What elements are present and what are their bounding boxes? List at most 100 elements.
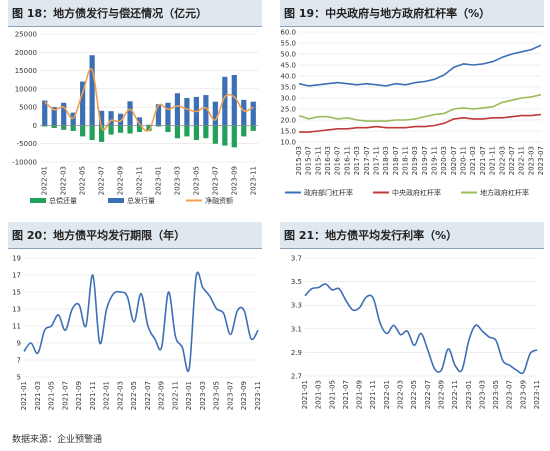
issuance-bar	[61, 102, 67, 126]
chart20-ytick-label: 11	[12, 323, 21, 331]
chart19-xtick-label: 2018-07	[392, 146, 400, 175]
issuance-bar	[184, 98, 190, 126]
source-note: 数据来源：企业预警通	[12, 435, 103, 445]
issuance-bar	[136, 117, 143, 126]
repayment-bar	[61, 125, 67, 130]
chart18-xtick-label: 2023-07	[211, 166, 219, 195]
repayment-bar	[42, 125, 48, 127]
chart19-legend-label: 地方政府杠杆率	[480, 188, 529, 197]
repayment-bar	[184, 125, 190, 137]
chart18-legend-label: 总发行量	[127, 196, 155, 205]
chart21-xtick-label: 2022-09	[437, 380, 445, 409]
chart21-xtick-label: 2023-03	[478, 380, 486, 409]
chart20-ytick-label: 5	[17, 374, 21, 382]
chart18-xtick-label: 2023-03	[173, 166, 181, 195]
issuance-bar	[174, 93, 181, 126]
chart18-xtick-label: 2022-07	[98, 166, 106, 195]
chart20-tenor-line	[23, 271, 259, 372]
chart20-xtick-label: 2021-03	[34, 381, 42, 410]
chart18-ytick-label: 20000	[15, 49, 37, 57]
chart19-xtick-label: 2015-07	[305, 146, 313, 175]
issuance-bar	[222, 76, 228, 126]
issuance-bar	[241, 99, 247, 126]
repayment-bar	[70, 125, 76, 131]
chart19-ytick-label: 20.0	[280, 117, 296, 125]
chart20-ytick-label: 7	[17, 357, 21, 365]
net-financing-line	[44, 67, 254, 132]
repayment-bar	[51, 125, 57, 128]
chart19-xtick-label: 2019-11	[431, 146, 439, 175]
chart21-title: 图 21：地方债平均发行利率（%）	[284, 229, 458, 242]
chart18-plot: 25000 20000 15000 10000 5000 0 -5000 -10000 2022…	[12, 31, 258, 205]
issuance-bar	[250, 101, 256, 126]
chart21-xtick-label: 2021-11	[369, 380, 377, 409]
repayment-bar	[80, 125, 86, 137]
chart21-rate-line	[304, 283, 538, 375]
chart18-xtick-label: 2022-11	[136, 166, 144, 195]
repayment-bar	[241, 125, 247, 137]
chart20-xtick-label: 2022-09	[158, 381, 166, 410]
issuance-bar	[203, 95, 209, 126]
chart20-ytick-label: 17	[12, 272, 21, 280]
chart21-xtick-label: 2023-01	[465, 380, 473, 409]
chart18-xtick-label: 2023-11	[249, 166, 257, 195]
chart20-ytick-label: 9	[17, 340, 21, 348]
chart18-xtick-label: 2022-03	[60, 166, 68, 195]
chart19-legend-label: 中央政府杠杆率	[392, 188, 441, 197]
chart18-ytick-label: 5000	[19, 104, 37, 112]
chart21-xtick-label: 2023-07	[506, 380, 514, 409]
chart18-ytick-label: -5000	[17, 140, 37, 148]
chart18-legend-swatch	[108, 198, 124, 203]
chart18-legend-swatch	[30, 198, 46, 203]
chart21-ytick-label: 3.5	[291, 278, 302, 286]
chart19-xtick-label: 2016-11	[343, 146, 351, 175]
chart19-xtick-label: 2021-11	[489, 146, 497, 175]
repayment-bar	[136, 125, 143, 133]
chart21-xtick-label: 2021-05	[328, 380, 336, 409]
repayment-bar	[146, 125, 152, 131]
repayment-bar	[89, 125, 95, 141]
issuance-bar	[51, 107, 57, 126]
repayment-bar	[155, 125, 162, 127]
chart18-ytick-label: 0	[33, 122, 37, 130]
issuance-bar	[108, 111, 114, 126]
chart20-xtick-label: 2023-11	[254, 381, 262, 410]
local-govt-leverage-line	[298, 93, 542, 122]
chart20-xtick-label: 2022-11	[171, 381, 179, 410]
chart19-xtick-label: 2018-03	[382, 146, 390, 175]
chart18-xtick-label: 2023-09	[230, 166, 238, 195]
chart18-xtick-label: 2022-05	[79, 166, 87, 195]
chart19-title: 图 19：中央政府与地方政府杠杆率（%）	[284, 7, 491, 20]
chart19-xtick-label: 2019-03	[411, 146, 419, 175]
chart20-xtick-label: 2021-05	[48, 381, 56, 410]
issuance-bar	[212, 101, 218, 126]
chart19-ytick-label: 45.0	[280, 62, 296, 70]
chart19-ytick-label: 50.0	[280, 51, 296, 59]
chart19-xtick-label: 2016-03	[324, 146, 332, 175]
chart21-xtick-label: 2022-11	[451, 380, 459, 409]
chart19-xtick-label: 2020-11	[460, 146, 468, 175]
chart18-legend-label: 净融资额	[205, 196, 233, 205]
chart21-xtick-label: 2021-01	[301, 380, 309, 409]
chart19-xtick-label: 2017-11	[372, 146, 380, 175]
chart21-title-bar	[280, 222, 544, 248]
chart20-ytick-label: 19	[12, 255, 21, 263]
chart19-xtick-label: 2015-03	[295, 146, 303, 175]
chart21-xtick-label: 2023-11	[533, 380, 541, 409]
repayment-bar	[193, 125, 199, 141]
issuance-bar	[99, 110, 105, 126]
chart19-xtick-label: 2022-11	[518, 146, 526, 175]
repayment-bar	[127, 125, 133, 134]
chart19-xtick-label: 2015-11	[314, 146, 322, 175]
chart21-ytick-label: 2.7	[291, 373, 302, 381]
repayment-bar	[212, 125, 218, 144]
chart19-ytick-label: 35.0	[280, 84, 296, 92]
repayment-bar	[203, 125, 209, 139]
chart18-xtick-label: 2022-01	[41, 166, 49, 195]
chart21-xtick-label: 2022-03	[397, 380, 405, 409]
chart21-divider	[280, 248, 544, 249]
chart20-xtick-label: 2023-03	[199, 381, 207, 410]
chart19-ytick-label: 15.0	[280, 128, 296, 136]
